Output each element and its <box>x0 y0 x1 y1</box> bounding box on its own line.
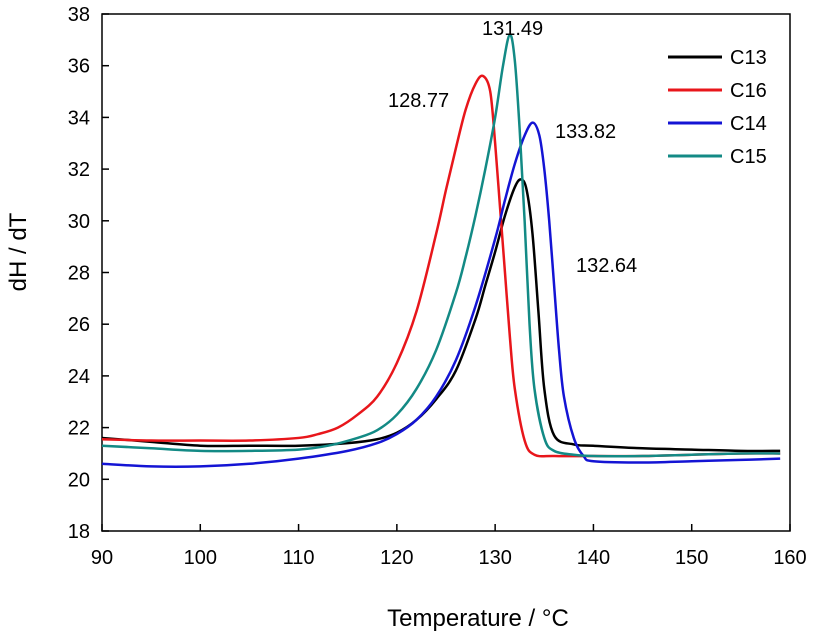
x-tick-label: 90 <box>91 547 113 569</box>
legend-label-c13: C13 <box>730 47 767 69</box>
y-tick-label: 28 <box>68 263 90 285</box>
plot-area <box>101 13 791 532</box>
series-line-c14 <box>101 121 781 468</box>
legend: C13 C16 C14 C15 <box>668 47 767 168</box>
x-tick-label: 140 <box>577 547 610 569</box>
y-tick-label: 36 <box>68 56 90 78</box>
x-tick-label: 160 <box>773 547 806 569</box>
y-tick-label: 18 <box>68 521 90 543</box>
y-tick-label: 22 <box>68 418 90 440</box>
series-layer <box>101 33 781 468</box>
y-axis-title: dH / dT <box>5 212 32 291</box>
legend-label-c15: C15 <box>730 146 767 168</box>
annotation-131-49: 131.49 <box>482 18 543 40</box>
annotation-132-64: 132.64 <box>576 255 637 277</box>
y-tick-label: 24 <box>68 366 90 388</box>
series-line-c15 <box>101 33 781 458</box>
x-tick-label: 100 <box>184 547 217 569</box>
x-tick-label: 110 <box>283 547 315 569</box>
legend-item-c13: C13 <box>668 47 767 69</box>
y-tick-label: 26 <box>68 314 90 336</box>
y-axis: 18 20 22 24 26 28 30 32 34 36 38 <box>68 4 109 543</box>
series-line-c13 <box>101 178 781 453</box>
legend-label-c16: C16 <box>730 80 767 102</box>
x-tick-label: 130 <box>478 547 511 569</box>
x-axis-title: Temperature / °C <box>387 605 569 632</box>
legend-item-c14: C14 <box>668 113 767 135</box>
legend-item-c16: C16 <box>668 80 767 102</box>
annotation-128-77: 128.77 <box>388 90 449 112</box>
x-tick-label: 120 <box>380 547 413 569</box>
y-tick-label: 34 <box>68 107 90 129</box>
annotation-133-82: 133.82 <box>555 121 616 143</box>
legend-item-c15: C15 <box>668 146 767 168</box>
y-tick-label: 30 <box>68 211 90 233</box>
y-tick-label: 38 <box>68 4 90 26</box>
x-tick-label: 150 <box>675 547 708 569</box>
legend-label-c14: C14 <box>730 113 767 135</box>
x-axis: 90 100 110 120 130 140 150 160 <box>91 524 807 569</box>
y-tick-label: 20 <box>68 469 90 491</box>
y-tick-label: 32 <box>68 159 90 181</box>
series-line-c16 <box>101 74 781 458</box>
